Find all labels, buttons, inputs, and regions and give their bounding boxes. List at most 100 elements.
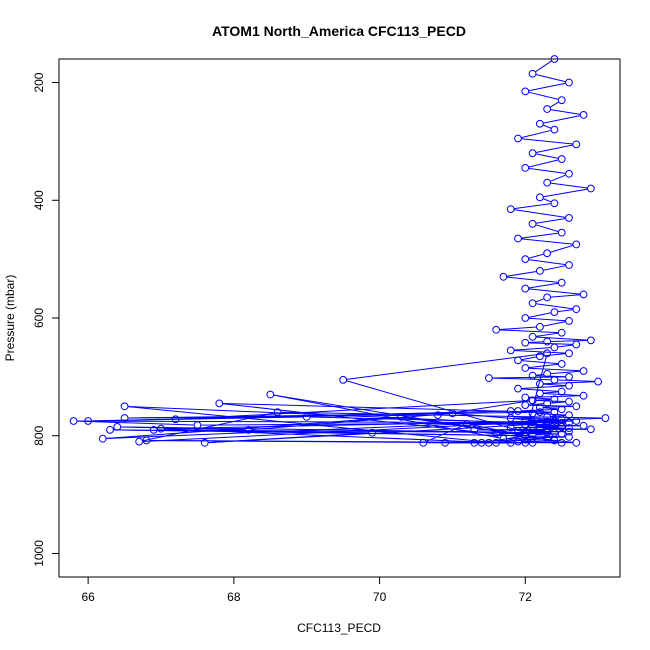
x-tick-label: 68 (227, 590, 241, 604)
data-point (557, 278, 566, 287)
series-segment (492, 377, 552, 381)
data-point (565, 372, 573, 381)
data-point (98, 434, 107, 443)
data-point (521, 255, 530, 264)
data-point (492, 325, 501, 334)
data-point (572, 305, 581, 314)
data-point (463, 420, 471, 428)
data-point (543, 428, 552, 437)
data-point (601, 414, 610, 422)
series-segment (404, 416, 522, 436)
data-point (535, 267, 544, 275)
series-segment (506, 270, 537, 277)
data-point (419, 438, 428, 447)
data-point (535, 352, 544, 361)
data-point (579, 367, 588, 375)
data-point (200, 438, 209, 447)
series-segment (142, 420, 552, 442)
x-tick-label: 66 (81, 590, 95, 604)
data-point (543, 249, 552, 258)
data-point (521, 438, 530, 447)
data-point (506, 346, 515, 355)
data-point (557, 360, 566, 368)
data-point (535, 119, 544, 128)
series-segment (521, 238, 573, 245)
data-point (572, 240, 581, 249)
series-segment (535, 74, 566, 83)
data-point (492, 429, 501, 438)
x-tick-label: 70 (373, 590, 387, 604)
data-point (302, 412, 311, 421)
series-segment (543, 383, 566, 386)
data-point (565, 214, 573, 222)
series-segment (528, 397, 552, 400)
data-point (514, 384, 522, 393)
data-point (506, 423, 515, 432)
data-point (193, 421, 202, 430)
series-segment (499, 329, 559, 334)
series-segment (535, 153, 559, 159)
data-point (550, 395, 559, 404)
data-point (521, 338, 530, 347)
series-segment (535, 373, 544, 376)
data-point (521, 416, 530, 425)
y-tick-label: 200 (32, 72, 46, 92)
series-segment (535, 398, 552, 401)
series-segment (251, 413, 450, 431)
data-point (565, 424, 573, 432)
series-segment (178, 400, 530, 420)
series-segment (521, 138, 573, 145)
series-segment (273, 394, 501, 439)
data-point (528, 409, 537, 418)
data-point (550, 375, 559, 384)
data-point (594, 377, 603, 386)
data-point (528, 299, 537, 308)
data-point (149, 425, 158, 434)
data-point (528, 371, 537, 380)
data-point (550, 408, 559, 417)
series-segment (448, 438, 544, 444)
series-segment (521, 385, 566, 389)
series-segment (535, 400, 566, 402)
data-point (528, 430, 537, 439)
data-point (565, 78, 573, 87)
data-point (565, 397, 573, 406)
data-point (535, 380, 544, 388)
series-segment (528, 259, 566, 266)
data-point (565, 427, 573, 436)
data-point (499, 272, 508, 281)
series-segment (550, 174, 567, 182)
data-point (244, 425, 253, 434)
data-point (171, 415, 180, 424)
y-tick-label: 600 (32, 308, 46, 328)
data-point (69, 417, 78, 425)
data-point (543, 349, 552, 358)
series-segment (492, 376, 566, 379)
series-segment (528, 342, 573, 345)
data-point (514, 407, 522, 415)
series-segment (528, 253, 544, 259)
series-segment (514, 209, 566, 218)
series-segment (535, 336, 588, 341)
data-point (528, 149, 537, 158)
data-point (528, 69, 537, 78)
y-axis-label: Pressure (mbar) (3, 275, 17, 362)
series-segment (528, 282, 559, 289)
series-segment (514, 347, 552, 351)
series-segment (528, 341, 544, 344)
data-point (579, 290, 588, 299)
series-segment (543, 353, 566, 357)
series-segment (528, 91, 559, 100)
series-segment (543, 405, 573, 408)
series-segment (542, 124, 552, 129)
data-point (550, 55, 559, 63)
data-point (528, 422, 537, 431)
data-point (543, 293, 552, 302)
series-segment (514, 350, 566, 354)
series-segment (514, 203, 552, 210)
series-segment (521, 356, 537, 361)
data-point (448, 409, 457, 418)
series-segment (542, 198, 552, 203)
series-segment (127, 406, 493, 443)
x-tick-label: 72 (519, 590, 533, 604)
